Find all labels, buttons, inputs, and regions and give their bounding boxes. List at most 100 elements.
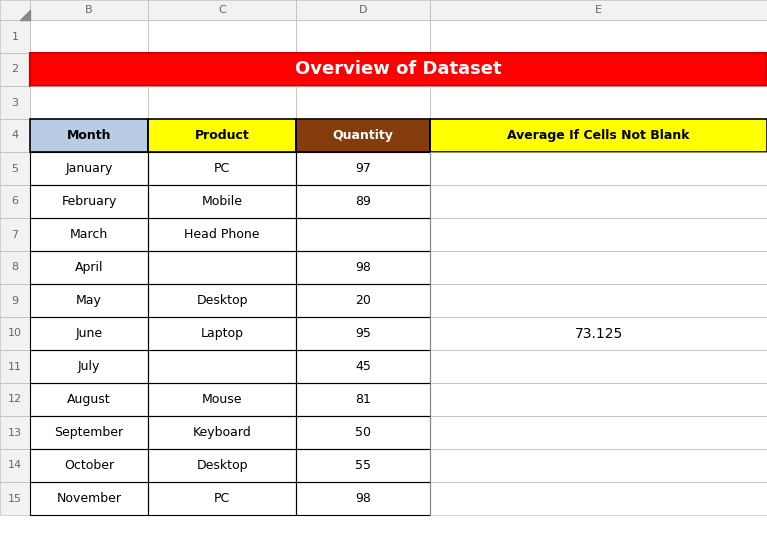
Bar (0, 449, 30, 482)
Bar (0, 53, 30, 86)
Bar (148, 482, 296, 515)
Bar (148, 482, 296, 515)
Bar (30, 152, 148, 185)
Bar (148, 0, 296, 20)
Text: Product: Product (195, 129, 249, 142)
Bar (148, 185, 296, 218)
Bar (148, 0, 296, 20)
Bar (296, 482, 430, 515)
Text: Desktop: Desktop (196, 459, 248, 472)
Bar (30, 185, 148, 218)
Bar (296, 449, 430, 482)
Bar (296, 152, 430, 185)
Bar (30, 350, 148, 383)
Bar (430, 350, 767, 383)
Bar (30, 218, 148, 251)
Bar (30, 86, 148, 119)
Bar (0, 86, 30, 119)
Bar (430, 350, 767, 383)
Text: 6: 6 (12, 197, 18, 206)
Text: Mobile: Mobile (202, 195, 242, 208)
Bar (0, 251, 30, 284)
Text: Keyboard: Keyboard (193, 426, 252, 439)
Bar (296, 317, 430, 350)
Bar (296, 482, 430, 515)
Text: 95: 95 (355, 327, 371, 340)
Bar (0, 53, 30, 86)
Text: 50: 50 (355, 426, 371, 439)
Bar (30, 185, 148, 218)
Bar (148, 20, 296, 53)
Text: Desktop: Desktop (196, 294, 248, 307)
Text: October: October (64, 459, 114, 472)
Bar (296, 152, 430, 185)
Bar (430, 20, 767, 53)
Bar (0, 482, 30, 515)
Bar (0, 350, 30, 383)
Bar (30, 251, 148, 284)
Bar (0, 449, 30, 482)
Bar (430, 86, 767, 119)
Text: August: August (67, 393, 110, 406)
Bar (30, 53, 767, 86)
Bar (0, 20, 30, 53)
Bar (0, 218, 30, 251)
Bar (148, 86, 296, 119)
Bar (30, 0, 148, 20)
Bar (0, 218, 30, 251)
Bar (30, 53, 767, 86)
Bar (30, 482, 148, 515)
Text: C: C (218, 5, 225, 15)
Bar (30, 383, 148, 416)
Bar (296, 284, 430, 317)
Bar (296, 284, 430, 317)
Bar (296, 218, 430, 251)
Bar (0, 383, 30, 416)
Bar (30, 119, 148, 152)
Text: B: B (85, 5, 93, 15)
Bar (296, 0, 430, 20)
Bar (296, 218, 430, 251)
Bar (430, 119, 767, 152)
Bar (430, 86, 767, 119)
Text: E: E (595, 5, 602, 15)
Text: 89: 89 (355, 195, 371, 208)
Bar (0, 20, 30, 53)
Bar (430, 482, 767, 515)
Bar (30, 20, 148, 53)
Bar (0, 317, 30, 350)
Text: PC: PC (214, 162, 230, 175)
Bar (430, 0, 767, 20)
Bar (30, 218, 148, 251)
Bar (0, 185, 30, 218)
Text: 97: 97 (355, 162, 371, 175)
Text: 9: 9 (12, 295, 18, 306)
Text: Head Phone: Head Phone (184, 228, 260, 241)
Bar (296, 350, 430, 383)
Bar (30, 284, 148, 317)
Bar (296, 86, 430, 119)
Text: May: May (76, 294, 102, 307)
Text: April: April (74, 261, 104, 274)
Bar (296, 416, 430, 449)
Bar (0, 350, 30, 383)
Bar (0, 383, 30, 416)
Bar (148, 350, 296, 383)
Text: September: September (54, 426, 123, 439)
Text: 3: 3 (12, 98, 18, 107)
Bar (148, 449, 296, 482)
Text: 10: 10 (8, 328, 22, 338)
Bar (296, 317, 430, 350)
Bar (296, 449, 430, 482)
Text: 5: 5 (12, 163, 18, 174)
Text: 81: 81 (355, 393, 371, 406)
Bar (430, 152, 767, 185)
Bar (148, 416, 296, 449)
Bar (296, 185, 430, 218)
Bar (430, 317, 767, 350)
Text: 1: 1 (12, 31, 18, 42)
Bar (148, 416, 296, 449)
Bar (148, 218, 296, 251)
Bar (148, 449, 296, 482)
Bar (148, 284, 296, 317)
